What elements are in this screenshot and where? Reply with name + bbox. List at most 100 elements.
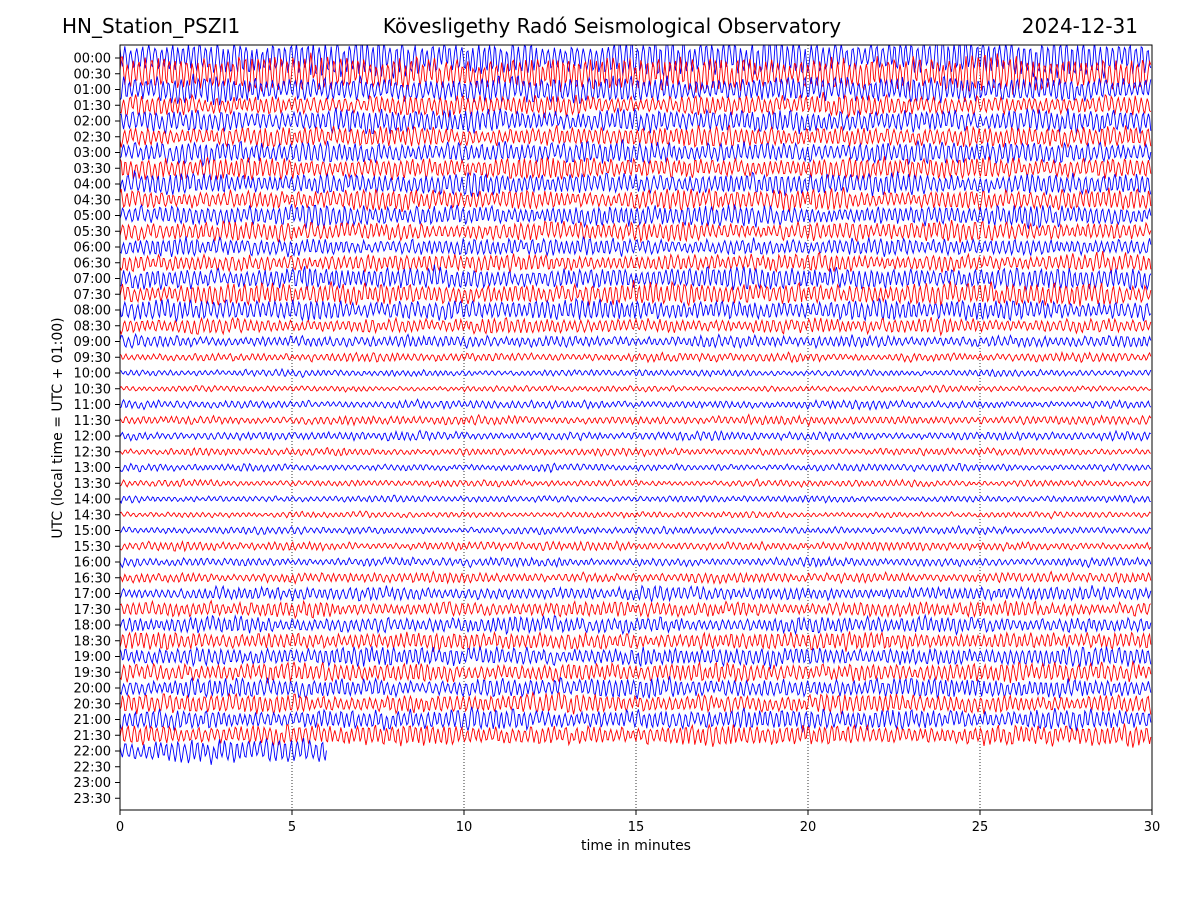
y-tick-label: 07:00: [74, 272, 111, 287]
trace-1630: [120, 570, 1152, 585]
y-tick-label: 20:30: [74, 697, 111, 712]
y-tick-label: 21:30: [74, 729, 111, 744]
trace-2100: [120, 706, 1152, 733]
trace-0900: [120, 332, 1152, 350]
y-tick-label: 07:30: [74, 288, 111, 303]
trace-1530: [120, 540, 1152, 553]
y-tick-label: 02:30: [74, 130, 111, 145]
y-tick-label: 17:30: [74, 603, 111, 618]
y-tick-label: 09:00: [74, 335, 111, 350]
y-tick-label: 21:00: [74, 713, 111, 728]
trace-1900: [120, 646, 1152, 669]
observatory-title: Kövesligethy Radó Seismological Observat…: [382, 14, 842, 38]
trace-0030: [120, 52, 1152, 95]
trace-1230: [120, 446, 1152, 458]
trace-0530: [120, 220, 1152, 244]
trace-1830: [120, 630, 1152, 652]
y-tick-label: 16:00: [74, 556, 111, 571]
y-tick-label: 20:00: [74, 682, 111, 697]
trace-0400: [120, 169, 1152, 197]
y-tick-label: 19:30: [74, 666, 111, 681]
y-tick-label: 19:00: [74, 650, 111, 665]
y-tick-label: 16:30: [74, 571, 111, 586]
x-tick-label: 20: [800, 820, 817, 835]
y-tick-label: 00:00: [74, 52, 111, 67]
x-tick-label: 5: [288, 820, 296, 835]
x-tick-label: 15: [628, 820, 645, 835]
y-tick-label: 23:30: [74, 792, 111, 807]
y-tick-label: 01:30: [74, 99, 111, 114]
y-axis-ticks: 00:0000:3001:0001:3002:0002:3003:0003:30…: [74, 52, 120, 807]
y-tick-label: 05:00: [74, 209, 111, 224]
trace-0700: [120, 264, 1152, 292]
y-tick-label: 18:00: [74, 619, 111, 634]
trace-0930: [120, 350, 1152, 364]
trace-0800: [120, 297, 1152, 323]
y-tick-label: 22:00: [74, 745, 111, 760]
x-tick-label: 25: [972, 820, 989, 835]
y-tick-label: 11:30: [74, 414, 111, 429]
y-tick-label: 13:00: [74, 461, 111, 476]
x-tick-label: 0: [116, 820, 124, 835]
y-tick-label: 12:00: [74, 430, 111, 445]
y-tick-label: 05:30: [74, 225, 111, 240]
y-axis-label: UTC (local time = UTC + 01:00): [50, 317, 66, 538]
x-axis-label: time in minutes: [581, 838, 691, 854]
x-axis-ticks: 0 5 10 15 20 25 30: [116, 810, 1160, 835]
trace-1030: [120, 384, 1152, 394]
trace-0200: [120, 107, 1152, 135]
y-tick-label: 22:30: [74, 760, 111, 775]
y-tick-label: 15:00: [74, 524, 111, 539]
trace-2200: [120, 737, 327, 765]
station-name: HN_Station_PSZI1: [62, 14, 241, 38]
y-tick-label: 13:30: [74, 477, 111, 492]
trace-0230: [120, 124, 1152, 149]
y-tick-label: 18:30: [74, 634, 111, 649]
y-tick-label: 04:00: [74, 178, 111, 193]
y-tick-label: 03:30: [74, 162, 111, 177]
y-tick-label: 00:30: [74, 67, 111, 82]
x-tick-label: 30: [1144, 820, 1161, 835]
y-tick-label: 11:00: [74, 398, 111, 413]
y-tick-label: 23:00: [74, 776, 111, 791]
trace-1100: [120, 398, 1152, 412]
trace-2030: [120, 691, 1152, 715]
y-tick-label: 14:30: [74, 508, 111, 523]
trace-0330: [120, 156, 1152, 182]
trace-2130: [120, 722, 1152, 748]
seismic-traces: [120, 45, 1152, 765]
trace-1730: [120, 599, 1152, 620]
y-tick-label: 09:30: [74, 351, 111, 366]
y-tick-label: 02:00: [74, 115, 111, 130]
trace-0730: [120, 280, 1152, 308]
y-tick-label: 01:00: [74, 83, 111, 98]
trace-1200: [120, 429, 1152, 443]
y-tick-label: 06:30: [74, 256, 111, 271]
trace-1000: [120, 367, 1152, 378]
trace-1600: [120, 555, 1152, 569]
y-tick-label: 10:30: [74, 382, 111, 397]
trace-0500: [120, 203, 1152, 229]
trace-0600: [120, 235, 1152, 258]
trace-0830: [120, 316, 1152, 337]
trace-0130: [120, 91, 1152, 119]
trace-2000: [120, 676, 1152, 700]
trace-1500: [120, 524, 1152, 536]
trace-1330: [120, 478, 1151, 488]
y-tick-label: 08:00: [74, 304, 111, 319]
y-tick-label: 06:00: [74, 241, 111, 256]
y-tick-label: 15:30: [74, 540, 111, 555]
trace-0100: [120, 73, 1152, 106]
trace-1130: [120, 413, 1152, 427]
trace-0430: [120, 187, 1152, 213]
y-tick-label: 10:00: [74, 367, 111, 382]
trace-1930: [120, 660, 1152, 685]
trace-1400: [120, 494, 1152, 505]
trace-1800: [120, 613, 1152, 637]
trace-0630: [120, 250, 1152, 274]
y-tick-label: 12:30: [74, 445, 111, 460]
y-tick-label: 17:00: [74, 587, 111, 602]
trace-1700: [120, 584, 1152, 603]
y-tick-label: 04:30: [74, 193, 111, 208]
